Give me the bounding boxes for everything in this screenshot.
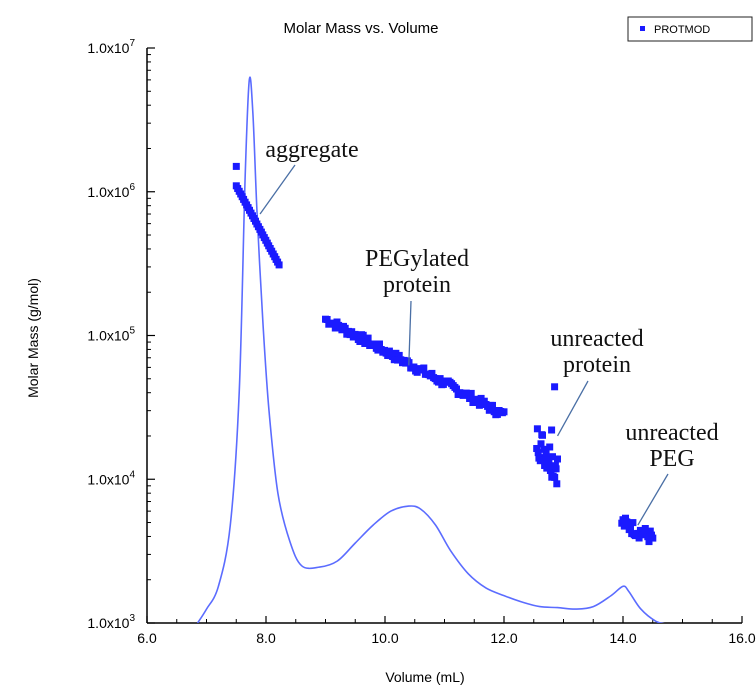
annotation-label: unreacted protein [550,326,643,378]
data-point [629,519,637,527]
data-point [641,525,649,532]
data-point [534,449,542,457]
data-point [533,445,541,452]
data-point [549,453,556,461]
data-point [543,464,551,472]
annotation-leader-line [637,473,669,526]
annotation-layer: aggregate PEGylated protein unreacted protei… [259,137,719,526]
legend: PROTMOD [627,16,753,42]
data-point [624,520,632,528]
annotation-leader-line [259,164,296,215]
data-point [547,467,555,474]
data-point [551,383,559,391]
data-point [371,340,379,348]
data-point [467,389,475,397]
x-tick-label: 10.0 [371,630,398,646]
data-point [644,533,652,541]
data-point [323,316,331,323]
data-point [533,425,541,433]
data-point [554,455,561,463]
data-points-protmod [232,162,657,546]
data-point [356,338,364,345]
data-point [542,448,550,456]
legend-marker-protmod [640,26,645,31]
y-tick-label: 1.0x104 [87,469,135,487]
data-point [395,351,403,359]
legend-label-protmod: PROTMOD [654,24,710,36]
data-point [649,534,657,542]
data-point [436,375,444,383]
data-point [500,408,508,416]
data-point [645,538,653,546]
data-point [539,431,546,439]
data-point [353,332,361,340]
annotation-leader-line [556,380,589,437]
x-tick-label: 6.0 [137,630,157,646]
data-point [453,385,460,393]
data-point [537,440,545,448]
data-point [552,465,560,473]
data-point [544,455,551,463]
y-tick-label: 1.0x106 [87,182,135,200]
x-tick-label: 16.0 [728,630,755,646]
y-tick-label: 1.0x107 [87,38,135,56]
data-point [635,534,643,542]
data-point [428,369,436,377]
data-point [489,401,496,409]
data-point [420,364,428,372]
data-point [485,406,493,414]
data-point [359,331,367,339]
data-point [385,347,393,355]
data-point [275,261,283,269]
annotation-label: aggregate [265,137,358,163]
y-tick-label: 1.0x103 [87,613,135,631]
signal-trace [196,76,665,623]
y-axis-label: Molar Mass (g/mol) [25,278,41,398]
annotation-label: PEGylated protein [365,246,469,298]
data-point [646,527,654,535]
axes: 6.0 8.0 10.0 12.0 14.0 16.0 1.0x103 1.0x104 1.0x… [87,38,755,646]
data-point [627,525,634,533]
data-point [232,162,240,170]
annotation-label: unreacted PEG [625,420,718,472]
signal-trace-layer [196,76,665,623]
annotation-leader-line [408,300,412,366]
legend-box [627,16,753,42]
data-point [410,363,418,371]
data-point [553,480,561,488]
x-tick-label: 8.0 [256,630,276,646]
x-axis-label: Volume (mL) [385,669,464,685]
data-point [376,340,383,348]
data-point [364,334,372,342]
x-tick-label: 14.0 [609,630,636,646]
data-point [545,459,553,467]
chart-title: Molar Mass vs. Volume [283,20,438,37]
data-point [620,522,628,530]
data-point [622,514,629,522]
data-point [546,443,554,451]
y-tick-label: 1.0x105 [87,326,135,344]
data-point [466,395,474,402]
x-tick-label: 12.0 [490,630,517,646]
data-point [548,426,556,434]
data-point [551,473,559,481]
